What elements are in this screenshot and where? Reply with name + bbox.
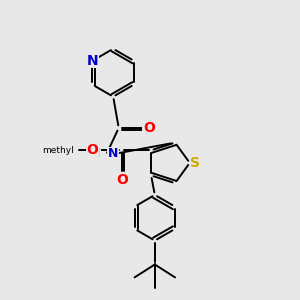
- Text: O: O: [86, 143, 98, 157]
- Text: O: O: [116, 173, 127, 187]
- Text: N: N: [108, 147, 118, 160]
- Text: N: N: [87, 54, 98, 68]
- Text: S: S: [190, 156, 200, 170]
- Text: H: H: [90, 147, 100, 160]
- Text: O: O: [143, 121, 155, 135]
- Text: methyl: methyl: [42, 146, 74, 155]
